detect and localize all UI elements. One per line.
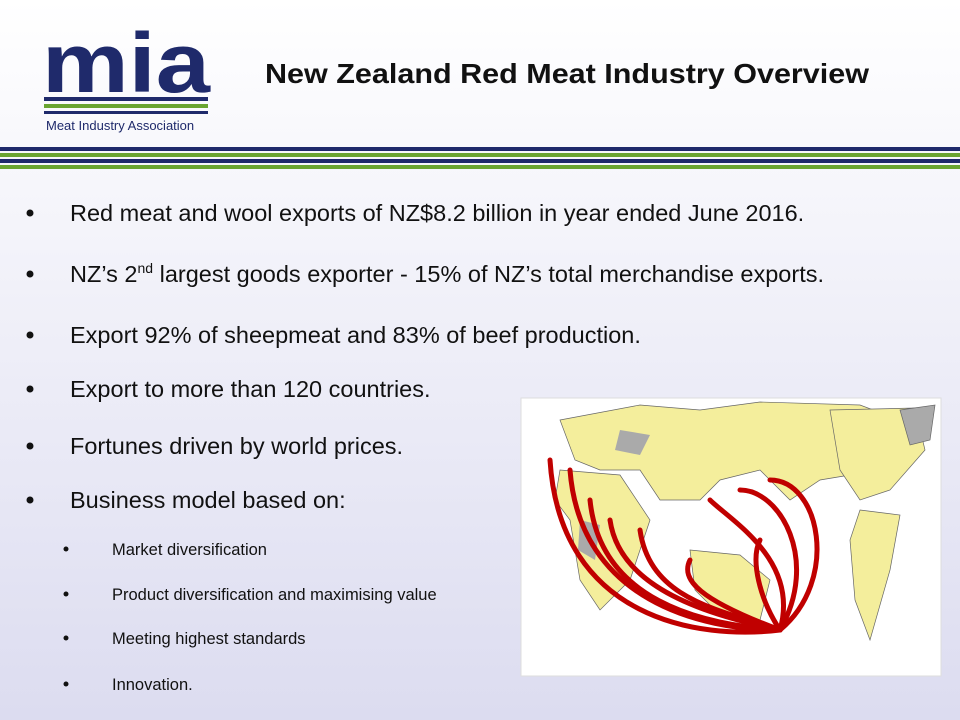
bullet-list: Red meat and wool exports of NZ$8.2 bill… [26,200,824,694]
superscript: nd [137,260,153,276]
text-run: Export to more than 120 countries. [70,376,431,402]
text-run: Fortunes driven by world prices. [70,433,403,459]
logo-rule [44,111,208,114]
sub-bullet-text: Innovation. [112,676,193,694]
text-run: Business model based on: [70,487,346,513]
logo-rule [44,104,208,108]
logo-name: Meat Industry Association [46,118,194,133]
bullet-dot [26,385,34,393]
text-run: largest goods exporter - 15% of NZ’s tot… [153,261,824,287]
sub-bullet-text: Meeting highest standards [112,630,306,648]
bullet-dot [26,442,34,450]
bullet-dot [26,496,34,504]
text-run: Red meat and wool exports of NZ$8.2 bill… [70,200,804,226]
sub-bullet-dot [63,635,69,641]
world-map [520,397,942,677]
sub-bullet-dot [63,591,69,597]
bullet-text: Export to more than 120 countries. [70,376,431,402]
divider [0,147,960,169]
bullet-dot [26,331,34,339]
text-run: Export 92% of sheepmeat and 83% of beef … [70,322,641,348]
bullet-text: Red meat and wool exports of NZ$8.2 bill… [70,200,804,226]
bullet-text: Business model based on: [70,487,346,513]
bullet-text: Fortunes driven by world prices. [70,433,403,459]
title: New Zealand Red Meat Industry Overview [265,58,869,89]
sub-bullet-text: Market diversification [112,541,267,559]
sub-bullet-dot [63,546,69,552]
bullet-dot [26,270,34,278]
logo-mark: mia [42,16,211,110]
bullet-text: Export 92% of sheepmeat and 83% of beef … [70,322,641,348]
logo-rule [44,97,208,101]
sub-bullet-dot [63,681,69,687]
logo: mia Meat Industry Association [42,16,211,133]
bullet-dot [26,209,34,217]
sub-bullet-text: Product diversification and maximising v… [112,586,437,604]
text-run: NZ’s 2 [70,261,137,287]
bullet-text: NZ’s 2nd largest goods exporter - 15% of… [70,260,824,287]
